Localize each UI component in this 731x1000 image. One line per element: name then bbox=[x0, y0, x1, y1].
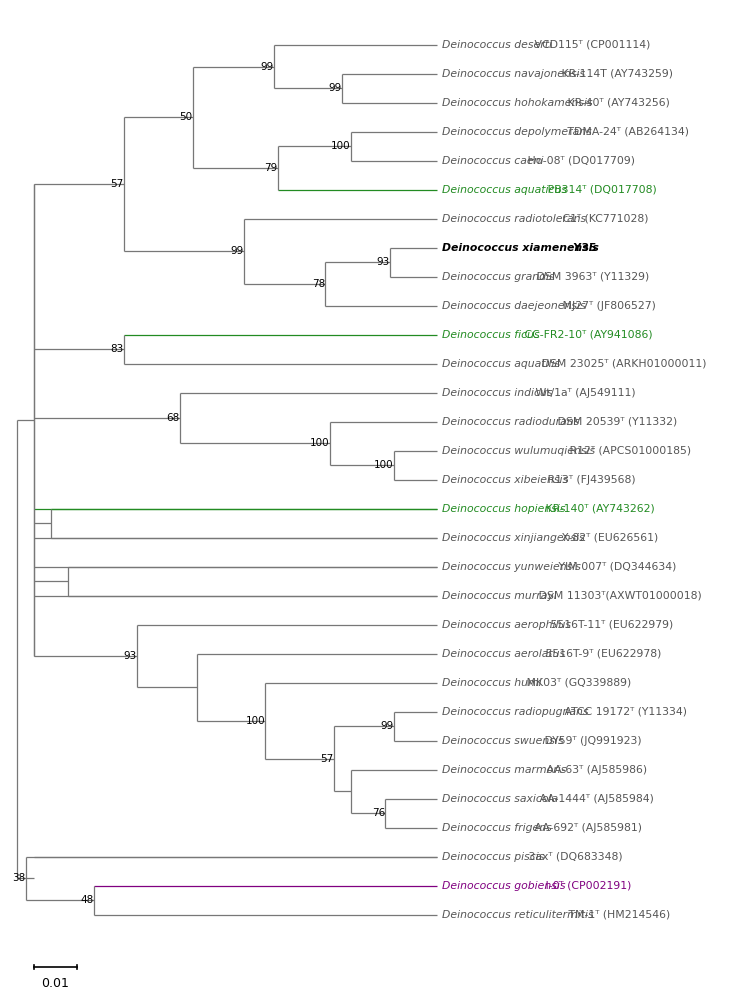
Text: Deinococcus radiopugnans: Deinococcus radiopugnans bbox=[442, 707, 588, 717]
Text: 99: 99 bbox=[260, 62, 273, 72]
Text: Deinococcus depolymerans: Deinococcus depolymerans bbox=[442, 127, 591, 137]
Text: Deinococcus humi: Deinococcus humi bbox=[442, 678, 542, 688]
Text: Deinococcus xibeiensis: Deinococcus xibeiensis bbox=[442, 475, 568, 485]
Text: PB314ᵀ (DQ017708): PB314ᵀ (DQ017708) bbox=[544, 185, 656, 195]
Text: I-0ᵀ (CP002191): I-0ᵀ (CP002191) bbox=[542, 881, 632, 891]
Text: 38: 38 bbox=[12, 873, 26, 883]
Text: C1ᵀ (KC771028): C1ᵀ (KC771028) bbox=[559, 214, 648, 224]
Text: 5516T-11ᵀ (EU622979): 5516T-11ᵀ (EU622979) bbox=[547, 620, 673, 630]
Text: KR-114T (AY743259): KR-114T (AY743259) bbox=[558, 69, 673, 79]
Text: 99: 99 bbox=[380, 721, 393, 731]
Text: X-82ᵀ (EU626561): X-82ᵀ (EU626561) bbox=[558, 533, 659, 543]
Text: AA-692ᵀ (AJ585981): AA-692ᵀ (AJ585981) bbox=[531, 823, 642, 833]
Text: 79: 79 bbox=[265, 163, 278, 173]
Text: Deinococcus reticulitermitis: Deinococcus reticulitermitis bbox=[442, 910, 594, 920]
Text: TM-1ᵀ (HM214546): TM-1ᵀ (HM214546) bbox=[565, 910, 670, 920]
Text: DSM 23025ᵀ (ARKH01000011): DSM 23025ᵀ (ARKH01000011) bbox=[538, 359, 706, 369]
Text: 93: 93 bbox=[124, 651, 137, 661]
Text: VCD115ᵀ (CP001114): VCD115ᵀ (CP001114) bbox=[531, 40, 651, 50]
Text: Deinococcus navajonensis: Deinococcus navajonensis bbox=[442, 69, 585, 79]
Text: Deinococcus aquaticus: Deinococcus aquaticus bbox=[442, 185, 567, 195]
Text: Deinococcus caeni: Deinococcus caeni bbox=[442, 156, 543, 166]
Text: Deinococcus daejeonensis: Deinococcus daejeonensis bbox=[442, 301, 586, 311]
Text: Deinococcus radiodurans: Deinococcus radiodurans bbox=[442, 417, 579, 427]
Text: CC-FR2-10ᵀ (AY941086): CC-FR2-10ᵀ (AY941086) bbox=[521, 330, 653, 340]
Text: 99: 99 bbox=[230, 246, 243, 256]
Text: Deinococcus aerophilus: Deinococcus aerophilus bbox=[442, 620, 571, 630]
Text: Wt/1aᵀ (AJ549111): Wt/1aᵀ (AJ549111) bbox=[531, 388, 635, 398]
Text: 83: 83 bbox=[110, 344, 124, 354]
Text: 78: 78 bbox=[311, 279, 325, 289]
Text: 5516T-9ᵀ (EU622978): 5516T-9ᵀ (EU622978) bbox=[542, 649, 662, 659]
Text: Deinococcus ficus: Deinococcus ficus bbox=[442, 330, 539, 340]
Text: Deinococcus marmoris: Deinococcus marmoris bbox=[442, 765, 566, 775]
Text: 57: 57 bbox=[110, 179, 124, 189]
Text: 100: 100 bbox=[310, 438, 329, 448]
Text: Deinococcus murrayi: Deinococcus murrayi bbox=[442, 591, 556, 601]
Text: Deinococcus deserti: Deinococcus deserti bbox=[442, 40, 552, 50]
Text: MJ27ᵀ (JF806527): MJ27ᵀ (JF806527) bbox=[558, 301, 656, 311]
Text: 48: 48 bbox=[80, 895, 94, 905]
Text: AA-63ᵀ (AJ585986): AA-63ᵀ (AJ585986) bbox=[543, 765, 647, 775]
Text: Deinococcus gobiensis: Deinococcus gobiensis bbox=[442, 881, 565, 891]
Text: Deinococcus saxicola: Deinococcus saxicola bbox=[442, 794, 558, 804]
Text: Deinococcus hohokamensis: Deinococcus hohokamensis bbox=[442, 98, 592, 108]
Text: Ho-08ᵀ (DQ017709): Ho-08ᵀ (DQ017709) bbox=[524, 156, 635, 166]
Text: 76: 76 bbox=[371, 808, 385, 818]
Text: Deinococcus yunweiensis: Deinococcus yunweiensis bbox=[442, 562, 580, 572]
Text: DY59ᵀ (JQ991923): DY59ᵀ (JQ991923) bbox=[541, 736, 641, 746]
Text: ATCC 19172ᵀ (Y11334): ATCC 19172ᵀ (Y11334) bbox=[561, 707, 687, 717]
Text: Deinococcus aquatilis: Deinococcus aquatilis bbox=[442, 359, 560, 369]
Text: Deinococcus wulumuqiensis: Deinococcus wulumuqiensis bbox=[442, 446, 595, 456]
Text: R12ᵀ (APCS01000185): R12ᵀ (APCS01000185) bbox=[567, 446, 692, 456]
Text: Deinococcus piscis: Deinococcus piscis bbox=[442, 852, 544, 862]
Text: Deinococcus frigens: Deinococcus frigens bbox=[442, 823, 551, 833]
Text: YIM 007ᵀ (DQ344634): YIM 007ᵀ (DQ344634) bbox=[555, 562, 676, 572]
Text: 0.01: 0.01 bbox=[42, 977, 69, 990]
Text: 93: 93 bbox=[376, 257, 389, 267]
Text: KR-140ᵀ (AY743262): KR-140ᵀ (AY743262) bbox=[542, 504, 655, 514]
Text: Deinococcus xinjiangensis: Deinococcus xinjiangensis bbox=[442, 533, 585, 543]
Text: Deinococcus swuensis: Deinococcus swuensis bbox=[442, 736, 564, 746]
Text: 99: 99 bbox=[329, 83, 342, 93]
Text: Deinococcus grandis: Deinococcus grandis bbox=[442, 272, 554, 282]
Text: DSM 20539ᵀ (Y11332): DSM 20539ᵀ (Y11332) bbox=[553, 417, 677, 427]
Text: Deinococcus indicus: Deinococcus indicus bbox=[442, 388, 552, 398]
Text: 50: 50 bbox=[179, 112, 192, 122]
Text: 57: 57 bbox=[320, 754, 333, 764]
Text: 100: 100 bbox=[331, 141, 351, 151]
Text: 100: 100 bbox=[374, 460, 393, 470]
Text: 68: 68 bbox=[166, 413, 179, 423]
Text: TDMA-24ᵀ (AB264134): TDMA-24ᵀ (AB264134) bbox=[564, 127, 689, 137]
Text: Deinococcus aerolatus: Deinococcus aerolatus bbox=[442, 649, 565, 659]
Text: R13ᵀ (FJ439568): R13ᵀ (FJ439568) bbox=[545, 475, 636, 485]
Text: AA-1444ᵀ (AJ585984): AA-1444ᵀ (AJ585984) bbox=[537, 794, 654, 804]
Text: 100: 100 bbox=[246, 716, 265, 726]
Text: DSM 11303ᵀ(AXWT01000018): DSM 11303ᵀ(AXWT01000018) bbox=[535, 591, 702, 601]
Text: Deinococcus hopiensis: Deinococcus hopiensis bbox=[442, 504, 565, 514]
Text: Deinococcus radiotolerans: Deinococcus radiotolerans bbox=[442, 214, 586, 224]
Text: Deinococcus xiamenensis: Deinococcus xiamenensis bbox=[442, 243, 599, 253]
Text: Y35: Y35 bbox=[569, 243, 596, 253]
Text: KR-40ᵀ (AY743256): KR-40ᵀ (AY743256) bbox=[564, 98, 670, 108]
Text: MK03ᵀ (GQ339889): MK03ᵀ (GQ339889) bbox=[523, 678, 631, 688]
Text: DSM 3963ᵀ (Y11329): DSM 3963ᵀ (Y11329) bbox=[534, 272, 650, 282]
Text: 3axᵀ (DQ683348): 3axᵀ (DQ683348) bbox=[525, 852, 623, 862]
